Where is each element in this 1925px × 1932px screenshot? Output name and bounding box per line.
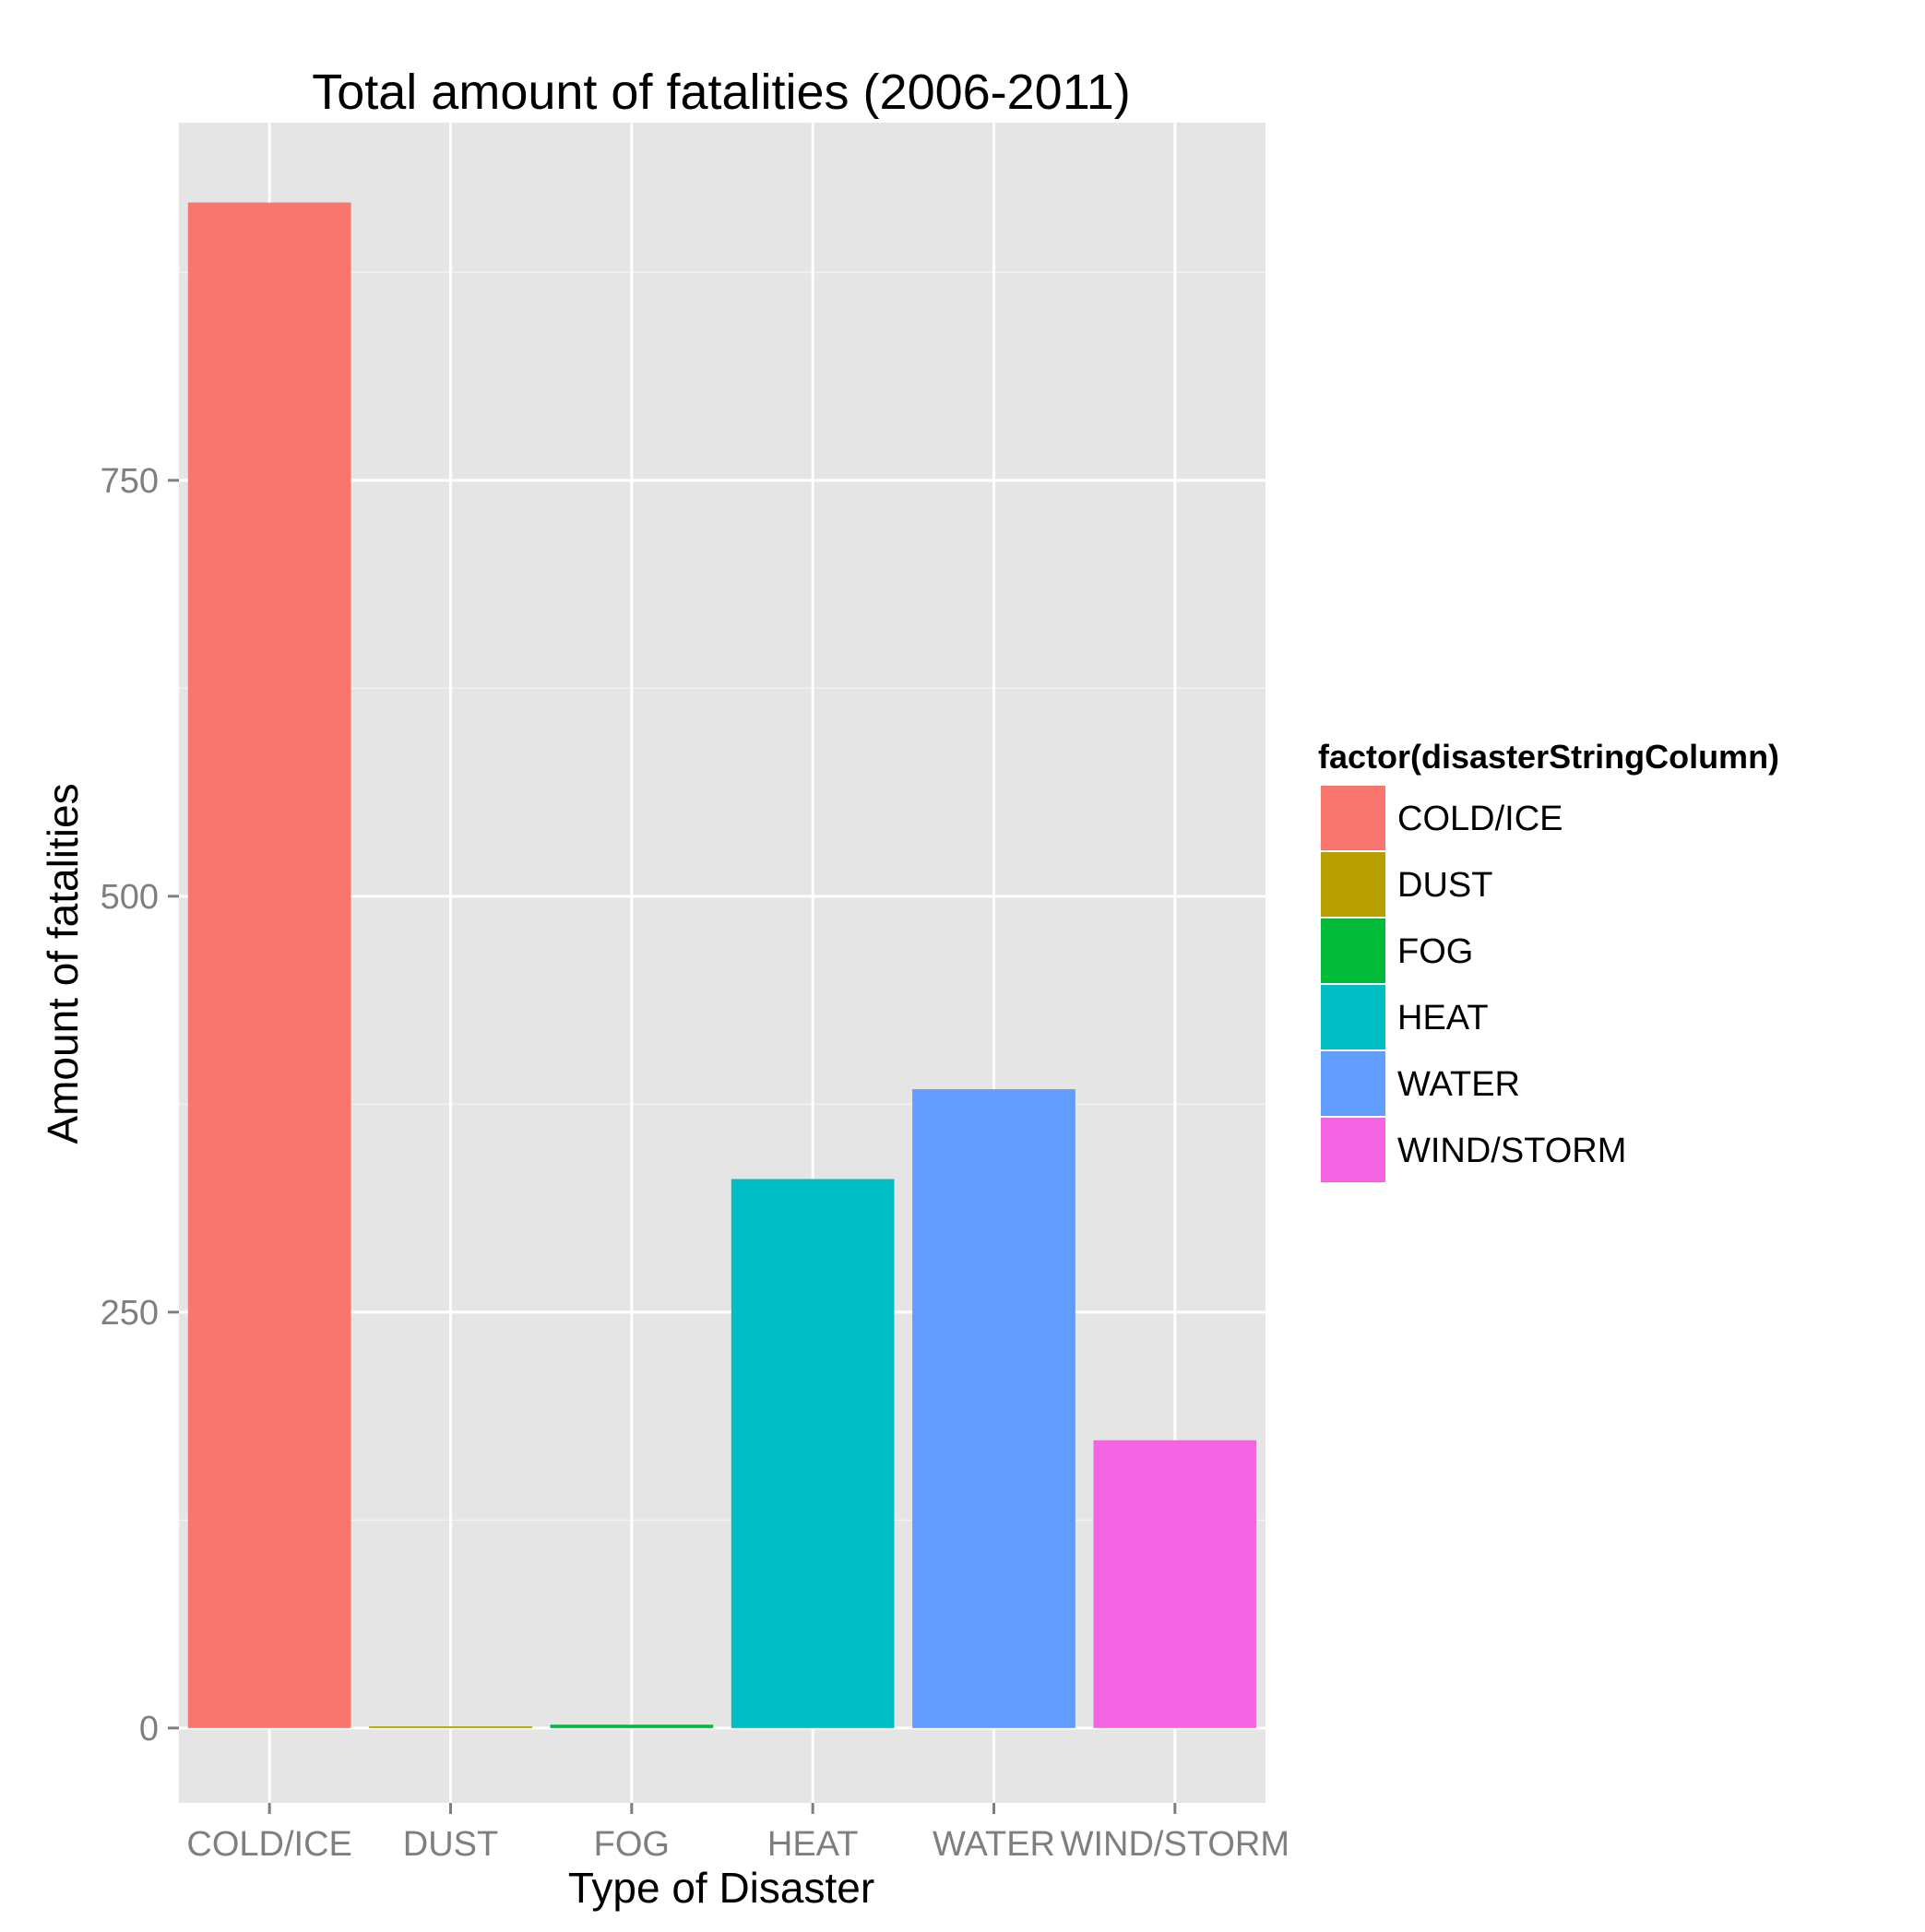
y-axis: 0 250 500 750 (101, 462, 179, 1748)
chart-title: Total amount of fatalities (2006-2011) (312, 65, 1131, 120)
bar-cold-ice (187, 202, 351, 1728)
legend-key (1319, 983, 1387, 1051)
legend-key (1319, 1049, 1387, 1118)
x-tick-label: WIND/STORM (1061, 1825, 1289, 1864)
legend-label: WIND/STORM (1397, 1132, 1626, 1170)
legend-label: COLD/ICE (1397, 800, 1563, 838)
y-tick-label: 750 (101, 462, 159, 501)
bar-fog (550, 1725, 714, 1728)
legend-label: FOG (1397, 932, 1473, 971)
bar-wind-storm (1093, 1440, 1257, 1728)
bar-water (912, 1089, 1075, 1728)
legend-items: COLD/ICE DUST FOG HEAT WATER WIND/STORM (1319, 784, 1626, 1184)
legend: factor(disasterStringColumn) COLD/ICE DUS… (1318, 738, 1779, 1184)
legend-label: HEAT (1397, 999, 1489, 1037)
y-tick-label: 500 (101, 878, 159, 917)
x-tick-label: FOG (594, 1825, 670, 1864)
minor-gridlines (179, 271, 1266, 1522)
legend-key (1319, 850, 1387, 919)
plot-panel (179, 123, 1266, 1803)
bar-dust (369, 1726, 532, 1728)
y-tick-label: 0 (139, 1710, 159, 1748)
x-tick-label: COLD/ICE (186, 1825, 351, 1864)
x-tick-label: HEAT (767, 1825, 859, 1864)
legend-label: DUST (1397, 866, 1492, 905)
x-tick-label: DUST (403, 1825, 498, 1864)
legend-label: WATER (1397, 1065, 1520, 1104)
bars (187, 202, 1257, 1728)
x-axis: COLD/ICE DUST FOG HEAT WATER WIND/STORM (186, 1803, 1289, 1864)
legend-key (1319, 784, 1387, 852)
legend-key (1319, 1116, 1387, 1184)
bar-heat (731, 1179, 895, 1728)
y-axis-title: Amount of fatalities (39, 783, 87, 1144)
x-tick-label: WATER (933, 1825, 1055, 1864)
legend-key (1319, 917, 1387, 985)
y-tick-label: 250 (101, 1294, 159, 1333)
legend-title: factor(disasterStringColumn) (1318, 738, 1779, 776)
x-axis-title: Type of Disaster (568, 1864, 874, 1912)
